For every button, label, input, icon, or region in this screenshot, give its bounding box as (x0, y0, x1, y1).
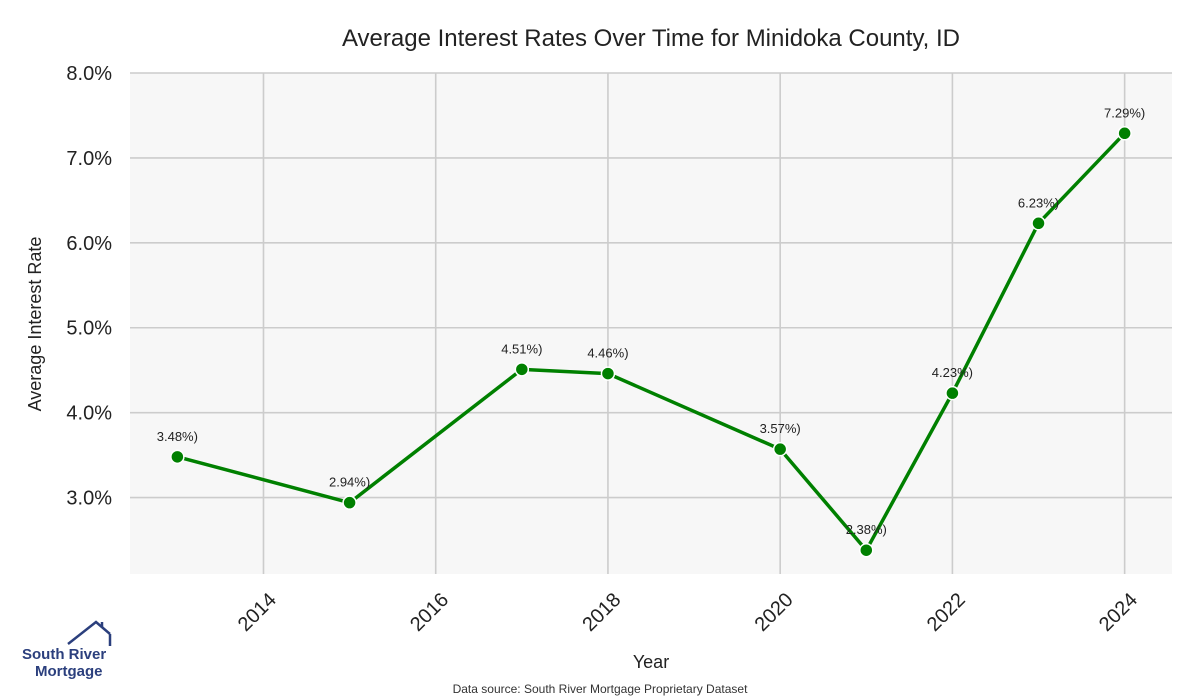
y-axis-label: Average Interest Rate (25, 237, 45, 412)
data-labels: 3.48%) 2.94%) 4.51%) 4.46%) 3.57%) 2.38%) 4.23… (157, 105, 1145, 537)
logo-text-line1: South River (22, 646, 107, 663)
data-point (342, 495, 357, 510)
data-label: 7.29%) (1104, 105, 1145, 120)
south-river-mortgage-logo: South River Mortgage (18, 618, 118, 680)
data-label: 4.46%) (587, 346, 628, 361)
plot-area (130, 73, 1172, 574)
data-point (170, 449, 185, 465)
x-tick-label: 2020 (751, 589, 798, 636)
data-label: 2.38%) (846, 522, 887, 537)
x-tick-label: 2022 (923, 589, 970, 636)
data-point (945, 385, 960, 401)
data-points (170, 126, 1132, 558)
y-tick-label: 3.0% (66, 488, 112, 510)
gridlines (130, 72, 1172, 574)
y-axis-ticks: 3.0% 4.0% 5.0% 6.0% 7.0% 8.0% (66, 63, 112, 510)
data-label: 4.23%) (932, 365, 973, 380)
data-label: 3.48%) (157, 429, 198, 444)
y-tick-label: 4.0% (66, 403, 112, 425)
data-label: 3.57%) (760, 421, 801, 436)
data-point (859, 542, 874, 558)
data-point (1031, 216, 1046, 231)
y-tick-label: 8.0% (66, 63, 112, 85)
data-source-note: Data source: South River Mortgage Propri… (452, 682, 748, 696)
data-point (1117, 126, 1132, 141)
data-label: 2.94%) (329, 475, 370, 490)
x-tick-label: 2016 (406, 589, 453, 636)
x-axis-ticks: 2014 2016 2018 2020 2022 2024 (234, 589, 1142, 636)
chart-title: Average Interest Rates Over Time for Min… (342, 25, 960, 52)
x-tick-label: 2018 (578, 589, 625, 636)
data-label: 4.51%) (501, 341, 542, 356)
y-tick-label: 6.0% (66, 233, 112, 255)
data-point (600, 366, 616, 381)
data-point (514, 362, 530, 377)
house-roof-icon (67, 620, 112, 646)
x-axis-label: Year (633, 652, 669, 672)
y-tick-label: 5.0% (66, 318, 112, 340)
y-tick-label: 7.0% (66, 148, 112, 170)
logo-text-line2: Mortgage (35, 663, 103, 680)
data-label: 6.23%) (1018, 195, 1059, 210)
data-point (772, 441, 788, 457)
x-tick-label: 2014 (234, 589, 281, 636)
x-tick-label: 2024 (1095, 589, 1142, 636)
